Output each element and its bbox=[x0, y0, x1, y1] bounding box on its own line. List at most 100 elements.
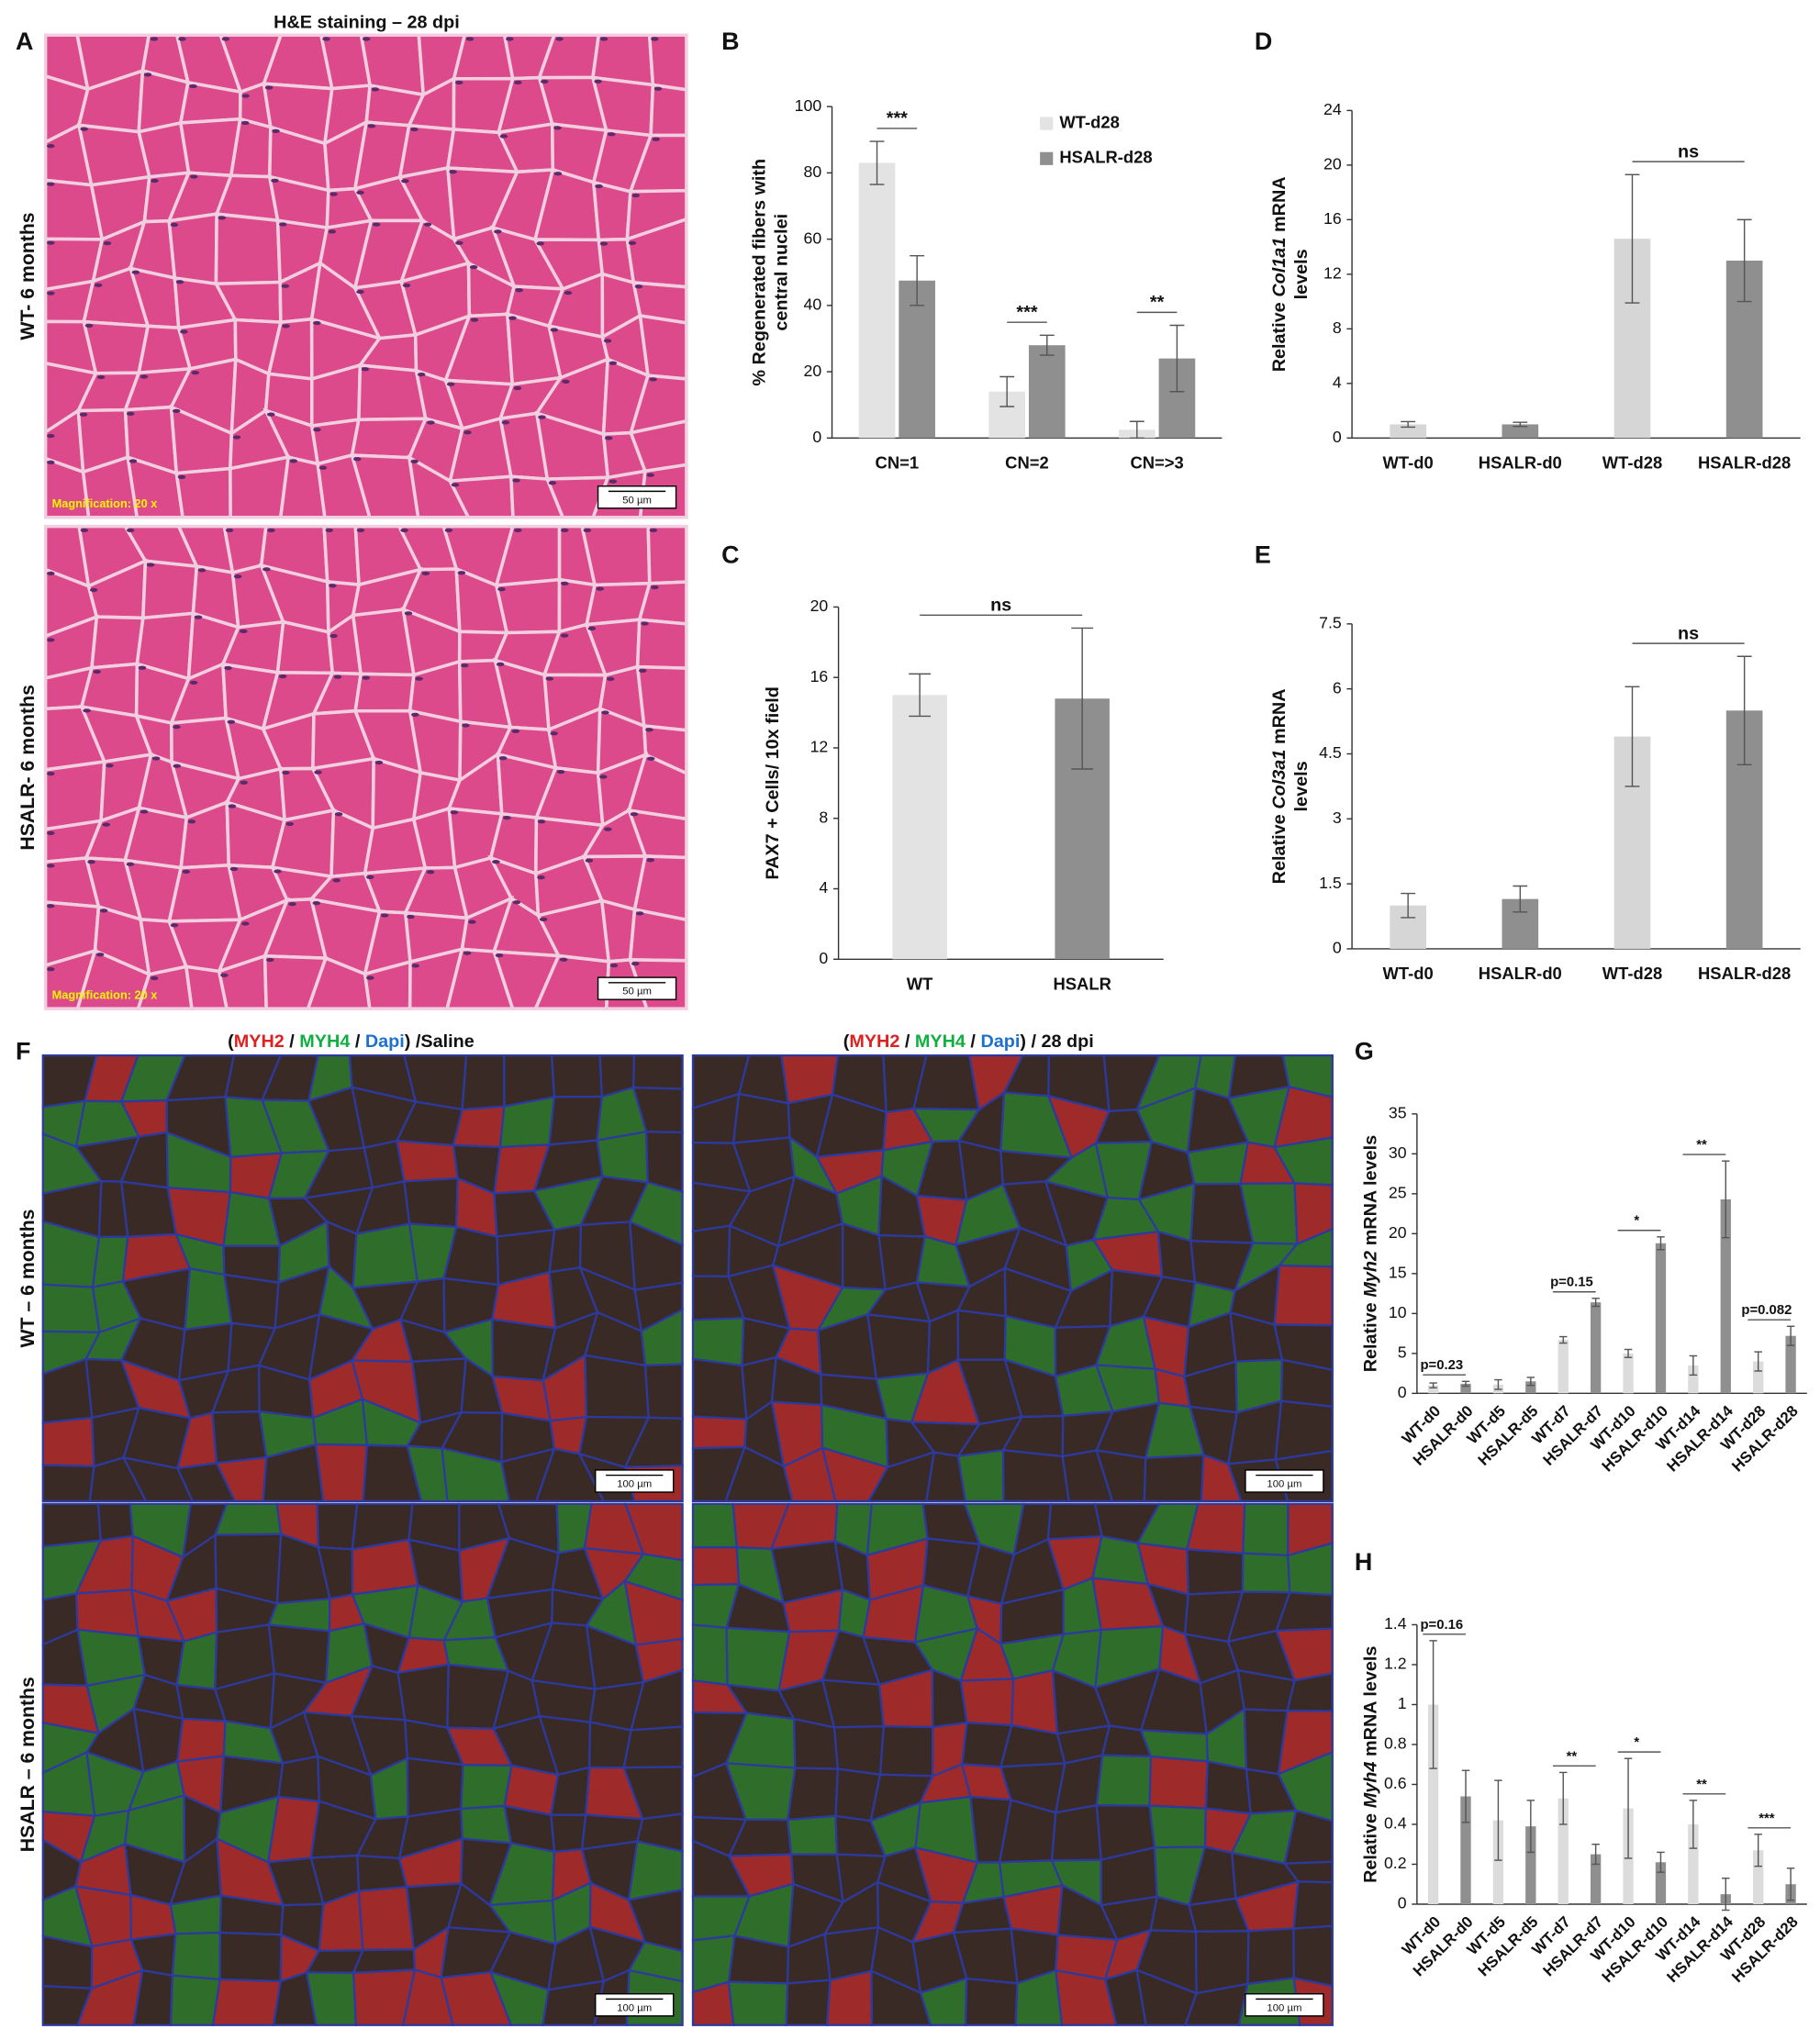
micrograph bbox=[691, 1502, 1334, 2026]
nucleus bbox=[446, 382, 455, 386]
panel-letter: F bbox=[16, 1037, 30, 1065]
nucleus bbox=[173, 725, 181, 730]
fiber bbox=[211, 1410, 268, 1465]
nucleus bbox=[423, 222, 432, 227]
nucleus bbox=[172, 408, 181, 413]
fiber bbox=[322, 524, 361, 587]
nucleus bbox=[595, 184, 603, 189]
nucleus bbox=[513, 385, 522, 391]
nucleus bbox=[271, 178, 279, 183]
nucleus bbox=[560, 633, 569, 638]
nucleus bbox=[451, 483, 460, 487]
fiber bbox=[1186, 1548, 1245, 1596]
significance-label: ns bbox=[1678, 623, 1699, 643]
fiber bbox=[952, 1895, 1013, 1934]
x-tick-label: WT-d28 bbox=[1602, 453, 1662, 473]
significance-label: *** bbox=[1016, 303, 1037, 323]
nucleus bbox=[537, 875, 545, 880]
fiber bbox=[1095, 1754, 1153, 1807]
scale-bar-label: 100 µm bbox=[617, 2002, 652, 2013]
y-axis-label: central nuclei bbox=[772, 214, 792, 331]
nucleus bbox=[646, 473, 654, 477]
nucleus bbox=[463, 951, 472, 955]
fiber bbox=[691, 1415, 748, 1450]
y-tick-label: 1.4 bbox=[1384, 1614, 1407, 1633]
fiber bbox=[461, 1053, 506, 1111]
nucleus bbox=[151, 756, 161, 761]
micrograph bbox=[41, 1053, 684, 1503]
nucleus bbox=[191, 370, 200, 375]
nucleus bbox=[267, 528, 275, 533]
fiber bbox=[460, 1804, 513, 1845]
nucleus bbox=[128, 459, 138, 463]
y-axis-label-part: Relative bbox=[1269, 814, 1290, 884]
title-part: ( bbox=[843, 1031, 850, 1052]
title-part: Dapi bbox=[980, 1031, 1020, 1052]
nucleus bbox=[47, 771, 55, 776]
nucleus bbox=[126, 528, 135, 533]
y-tick-label: 0 bbox=[1398, 1894, 1407, 1912]
fiber bbox=[821, 1678, 886, 1729]
nucleus bbox=[333, 674, 342, 679]
title-part: ( bbox=[228, 1031, 234, 1052]
nucleus bbox=[512, 478, 520, 483]
nucleus bbox=[278, 222, 287, 227]
scale-bar-label: 50 µm bbox=[622, 987, 652, 998]
significance-label: ** bbox=[1150, 293, 1165, 313]
nucleus bbox=[352, 457, 362, 462]
nucleus bbox=[328, 229, 337, 234]
scale-bar bbox=[597, 485, 677, 509]
nucleus bbox=[426, 870, 435, 875]
fiber bbox=[82, 319, 151, 375]
panel-letter: B bbox=[721, 28, 739, 55]
nucleus bbox=[47, 571, 55, 575]
y-tick-label: 0.6 bbox=[1384, 1774, 1407, 1792]
nucleus bbox=[322, 37, 330, 41]
significance-label: ns bbox=[1678, 141, 1699, 162]
bar bbox=[1558, 1798, 1569, 1904]
nucleus bbox=[224, 665, 232, 671]
nucleus bbox=[80, 127, 88, 131]
nucleus bbox=[550, 731, 558, 736]
scale-bar-label: 50 µm bbox=[622, 495, 652, 506]
nucleus bbox=[175, 280, 184, 284]
nucleus bbox=[651, 37, 659, 41]
bar bbox=[1720, 1198, 1731, 1394]
nucleus bbox=[651, 585, 659, 590]
y-axis-label-part: PAX7 + Cells/ 10x field bbox=[763, 686, 783, 880]
nucleus bbox=[47, 433, 55, 439]
x-tick-label: HSALR-d0 bbox=[1479, 453, 1562, 473]
nucleus bbox=[47, 830, 55, 836]
fiber bbox=[632, 1053, 684, 1090]
nucleus bbox=[372, 222, 381, 227]
nucleus bbox=[190, 174, 198, 179]
y-tick-label: 8 bbox=[819, 808, 828, 826]
nucleus bbox=[457, 571, 466, 575]
nucleus bbox=[411, 712, 419, 718]
y-tick-label: 3 bbox=[1333, 808, 1342, 827]
nucleus bbox=[603, 339, 612, 343]
title-part: / bbox=[966, 1031, 981, 1052]
fiber bbox=[406, 1756, 464, 1818]
significance-label: ns bbox=[990, 596, 1011, 616]
nucleus bbox=[189, 680, 198, 685]
fiber bbox=[1274, 1399, 1334, 1461]
fiber bbox=[635, 618, 688, 670]
fiber bbox=[41, 1934, 94, 1990]
scale-bar bbox=[1245, 1469, 1324, 1493]
bar bbox=[1502, 424, 1539, 439]
scale-bar-label: 100 µm bbox=[617, 1478, 652, 1489]
bar bbox=[1688, 1823, 1699, 1904]
nucleus bbox=[225, 528, 234, 533]
nucleus bbox=[197, 568, 207, 573]
nucleus bbox=[646, 858, 655, 863]
bar bbox=[1558, 1340, 1569, 1394]
fiber bbox=[591, 180, 632, 242]
y-tick-label: 12 bbox=[810, 738, 829, 756]
nucleus bbox=[151, 178, 159, 184]
significance-label: p=0.082 bbox=[1741, 1303, 1792, 1318]
fiber bbox=[96, 1502, 135, 1543]
bar bbox=[1427, 1704, 1439, 1904]
fiber bbox=[1204, 1760, 1252, 1815]
bar bbox=[858, 162, 896, 439]
